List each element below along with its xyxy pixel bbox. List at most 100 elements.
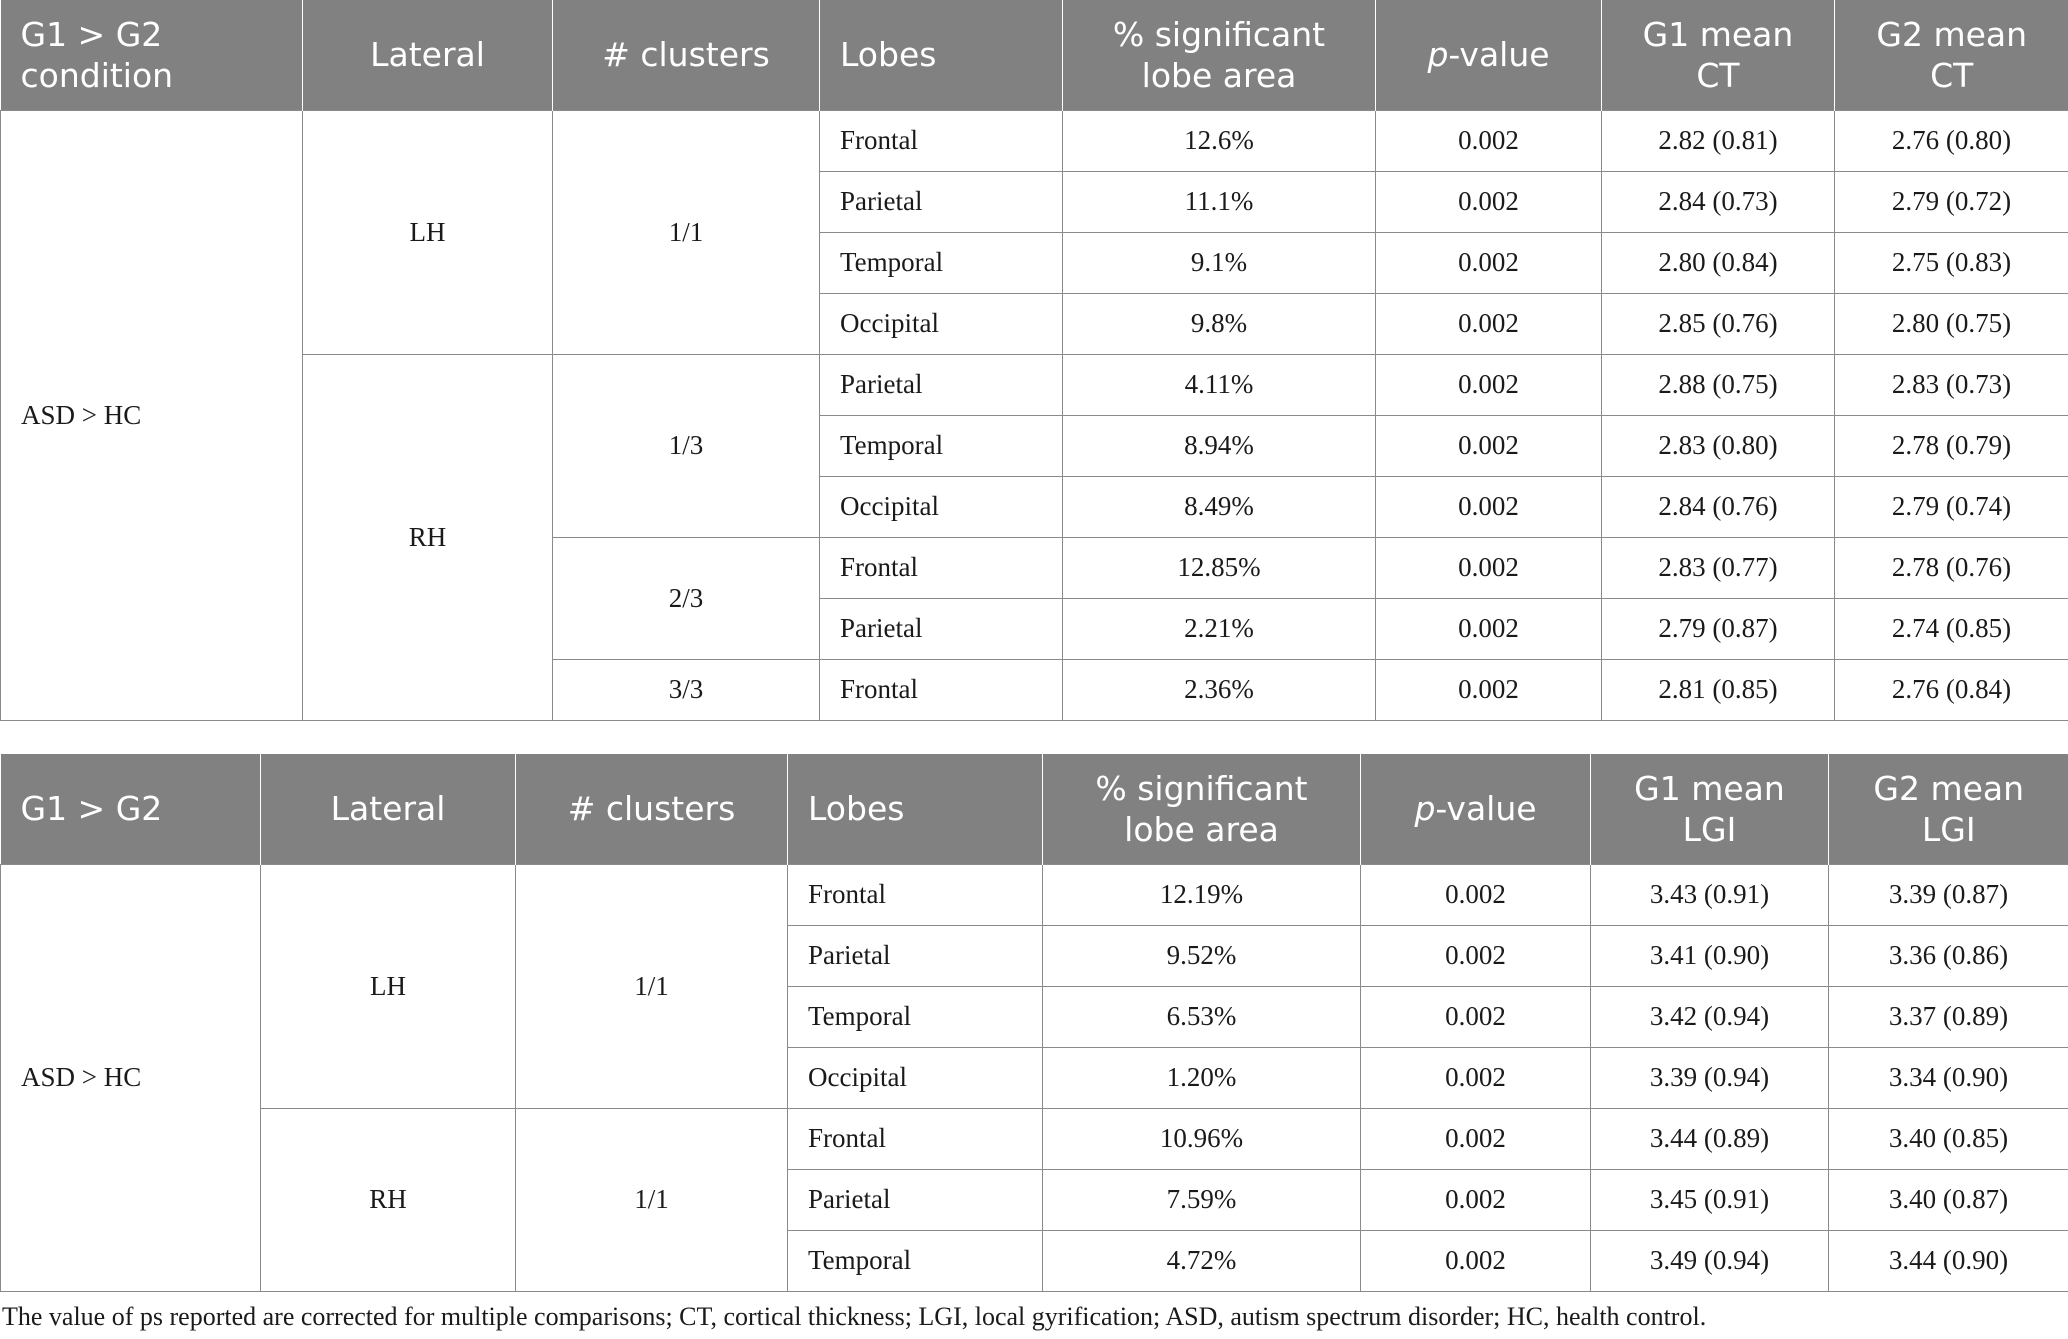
g2-mean-cell: 2.80 (0.75) xyxy=(1834,292,2068,355)
clusters-cell: 1/1 xyxy=(515,1107,788,1292)
g2-mean-cell: 3.44 (0.90) xyxy=(1828,1229,2068,1292)
g1-mean-cell: 2.88 (0.75) xyxy=(1601,353,1835,416)
table-row: Temporal 4.72% 0.002 3.49 (0.94) 3.44 (0… xyxy=(1,1229,2068,1292)
lobe-cell: Parietal xyxy=(819,170,1063,233)
pct-area-cell: 2.21% xyxy=(1062,597,1376,660)
g2-mean-cell: 2.79 (0.74) xyxy=(1834,475,2068,538)
lobe-cell: Parietal xyxy=(819,597,1063,660)
pvalue-cell: 0.002 xyxy=(1360,863,1591,926)
g2-mean-cell: 3.40 (0.85) xyxy=(1828,1107,2068,1170)
clusters-cell: 1/1 xyxy=(552,109,820,355)
g1-mean-cell: 2.81 (0.85) xyxy=(1601,658,1835,721)
table-footnote: The value of ps reported are corrected f… xyxy=(2,1302,1707,1331)
pvalue-cell: 0.002 xyxy=(1375,292,1602,355)
table-row: Temporal 8.94% 0.002 2.83 (0.80) 2.78 (0… xyxy=(1,414,2068,477)
g1-mean-cell: 2.83 (0.77) xyxy=(1601,536,1835,599)
pvalue-cell: 0.002 xyxy=(1360,985,1591,1048)
pvalue-cell: 0.002 xyxy=(1375,231,1602,294)
clusters-cell: 3/3 xyxy=(552,658,820,721)
table-row: 3/3 Frontal 2.36% 0.002 2.81 (0.85) 2.76… xyxy=(1,658,2068,721)
g1-mean-cell: 2.85 (0.76) xyxy=(1601,292,1835,355)
header-g1-mean: G1 mean CT xyxy=(1601,0,1835,110)
table-row: Occipital 8.49% 0.002 2.84 (0.76) 2.79 (… xyxy=(1,475,2068,538)
table-header-row: G1 > G2 Lateral # clusters Lobes % signi… xyxy=(0,754,2068,864)
pvalue-cell: 0.002 xyxy=(1375,353,1602,416)
pct-area-cell: 12.19% xyxy=(1042,863,1361,926)
pvalue-cell: 0.002 xyxy=(1360,924,1591,987)
lobe-cell: Parietal xyxy=(787,1168,1043,1231)
lobe-cell: Temporal xyxy=(787,985,1043,1048)
lateral-cell: RH xyxy=(260,1107,516,1292)
lateral-cell: RH xyxy=(302,353,553,721)
pct-area-cell: 9.8% xyxy=(1062,292,1376,355)
lobe-cell: Temporal xyxy=(819,414,1063,477)
g1-mean-cell: 2.82 (0.81) xyxy=(1601,109,1835,172)
header-lobes: Lobes xyxy=(787,754,1043,864)
table-row: 2/3 Frontal 12.85% 0.002 2.83 (0.77) 2.7… xyxy=(1,536,2068,660)
header-pct-area: % significant lobe area xyxy=(1042,754,1361,864)
g1-mean-cell: 3.45 (0.91) xyxy=(1590,1168,1829,1231)
g2-mean-cell: 2.74 (0.85) xyxy=(1834,597,2068,660)
pvalue-cell: 0.002 xyxy=(1360,1107,1591,1170)
lobe-cell: Occipital xyxy=(819,475,1063,538)
pvalue-cell: 0.002 xyxy=(1360,1229,1591,1292)
pct-area-cell: 1.20% xyxy=(1042,1046,1361,1109)
lobe-cell: Temporal xyxy=(819,231,1063,294)
g1-mean-cell: 2.80 (0.84) xyxy=(1601,231,1835,294)
pvalue-cell: 0.002 xyxy=(1360,1046,1591,1109)
header-clusters: # clusters xyxy=(515,754,788,864)
condition-cell: ASD > HC xyxy=(0,863,261,1292)
g1-mean-cell: 2.79 (0.87) xyxy=(1601,597,1835,660)
pct-area-cell: 9.1% xyxy=(1062,231,1376,294)
header-pvalue: p-value xyxy=(1375,0,1602,110)
header-g2-mean: G2 mean LGI xyxy=(1828,754,2068,864)
pvalue-cell: 0.002 xyxy=(1375,658,1602,721)
g1-mean-cell: 3.39 (0.94) xyxy=(1590,1046,1829,1109)
header-lateral: Lateral xyxy=(302,0,553,110)
g2-mean-cell: 2.76 (0.84) xyxy=(1834,658,2068,721)
lateral-cell: LH xyxy=(260,863,516,1109)
table-row: RH 1/3 Parietal 4.11% 0.002 2.88 (0.75) … xyxy=(1,353,2068,721)
lobe-cell: Parietal xyxy=(787,924,1043,987)
table-row: ASD > HC LH 1/1 Frontal 12.19% 0.002 3.4… xyxy=(0,863,2068,1292)
pct-area-cell: 8.94% xyxy=(1062,414,1376,477)
clusters-cell: 1/3 xyxy=(552,353,820,538)
header-condition: G1 > G2 xyxy=(0,754,261,864)
ct-results-table: G1 > G2 condition Lateral # clusters Lobe… xyxy=(0,0,2068,721)
table-row: Parietal 9.52% 0.002 3.41 (0.90) 3.36 (0… xyxy=(1,924,2068,987)
header-clusters: # clusters xyxy=(552,0,820,110)
header-g1-mean: G1 mean LGI xyxy=(1590,754,1829,864)
pvalue-cell: 0.002 xyxy=(1375,170,1602,233)
table-row: Parietal 7.59% 0.002 3.45 (0.91) 3.40 (0… xyxy=(1,1168,2068,1231)
header-pct-area: % significant lobe area xyxy=(1062,0,1376,110)
g1-mean-cell: 3.49 (0.94) xyxy=(1590,1229,1829,1292)
header-lateral: Lateral xyxy=(260,754,516,864)
lobe-cell: Occipital xyxy=(819,292,1063,355)
clusters-cell: 1/1 xyxy=(515,863,788,1109)
g2-mean-cell: 2.78 (0.76) xyxy=(1834,536,2068,599)
header-lobes: Lobes xyxy=(819,0,1063,110)
pvalue-cell: 0.002 xyxy=(1375,109,1602,172)
pct-area-cell: 8.49% xyxy=(1062,475,1376,538)
g2-mean-cell: 2.75 (0.83) xyxy=(1834,231,2068,294)
pct-area-cell: 12.6% xyxy=(1062,109,1376,172)
pvalue-cell: 0.002 xyxy=(1360,1168,1591,1231)
g1-mean-cell: 3.44 (0.89) xyxy=(1590,1107,1829,1170)
lobe-cell: Parietal xyxy=(819,353,1063,416)
table-row: Temporal 9.1% 0.002 2.80 (0.84) 2.75 (0.… xyxy=(1,231,2068,294)
pvalue-cell: 0.002 xyxy=(1375,414,1602,477)
g1-mean-cell: 3.43 (0.91) xyxy=(1590,863,1829,926)
lateral-cell: LH xyxy=(302,109,553,355)
g1-mean-cell: 2.83 (0.80) xyxy=(1601,414,1835,477)
g2-mean-cell: 2.79 (0.72) xyxy=(1834,170,2068,233)
lobe-cell: Occipital xyxy=(787,1046,1043,1109)
g2-mean-cell: 2.83 (0.73) xyxy=(1834,353,2068,416)
g1-mean-cell: 3.42 (0.94) xyxy=(1590,985,1829,1048)
pvalue-cell: 0.002 xyxy=(1375,536,1602,599)
g2-mean-cell: 2.76 (0.80) xyxy=(1834,109,2068,172)
pct-area-cell: 4.72% xyxy=(1042,1229,1361,1292)
table-row: Occipital 9.8% 0.002 2.85 (0.76) 2.80 (0… xyxy=(1,292,2068,355)
g2-mean-cell: 3.37 (0.89) xyxy=(1828,985,2068,1048)
g2-mean-cell: 2.78 (0.79) xyxy=(1834,414,2068,477)
g1-mean-cell: 3.41 (0.90) xyxy=(1590,924,1829,987)
